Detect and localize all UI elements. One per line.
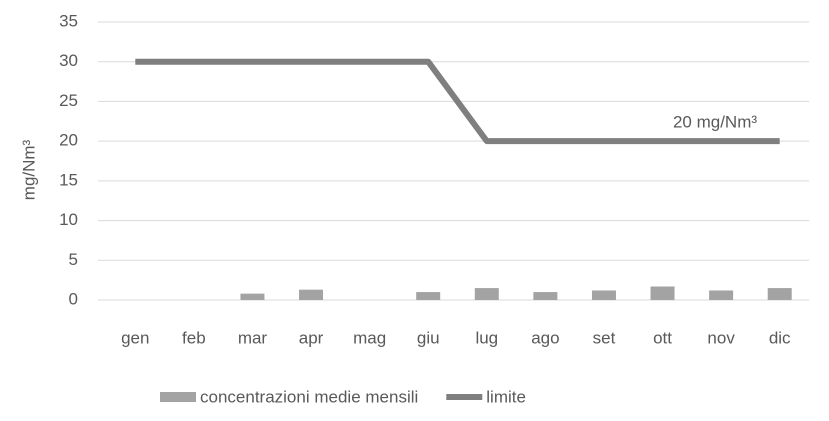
x-tick-label: mag bbox=[353, 328, 386, 347]
x-tick-label: dic bbox=[769, 328, 791, 347]
x-tick-label: mar bbox=[238, 328, 268, 347]
y-tick-label: 30 bbox=[59, 51, 78, 70]
bar bbox=[591, 290, 616, 300]
bar bbox=[767, 288, 792, 300]
y-tick-label: 35 bbox=[59, 11, 78, 30]
x-tick-label: nov bbox=[707, 328, 735, 347]
legend-label: limite bbox=[486, 387, 526, 406]
bar bbox=[299, 289, 324, 300]
x-tick-label: ott bbox=[653, 328, 672, 347]
bar bbox=[474, 288, 499, 300]
x-tick-label: giu bbox=[417, 328, 440, 347]
bar bbox=[709, 290, 734, 300]
y-axis-label: mg/Nm³ bbox=[19, 139, 38, 200]
legend-swatch bbox=[160, 392, 196, 402]
y-tick-label: 15 bbox=[59, 170, 78, 189]
x-tick-label: lug bbox=[475, 328, 498, 347]
annotation: 20 mg/Nm³ bbox=[673, 112, 757, 131]
x-tick-label: gen bbox=[121, 328, 149, 347]
x-tick-label: feb bbox=[182, 328, 206, 347]
y-tick-label: 10 bbox=[59, 210, 78, 229]
bar bbox=[650, 286, 675, 300]
x-tick-label: set bbox=[593, 328, 616, 347]
y-tick-label: 20 bbox=[59, 131, 78, 150]
legend-label: concentrazioni medie mensili bbox=[200, 387, 418, 406]
y-tick-label: 25 bbox=[59, 91, 78, 110]
y-tick-label: 5 bbox=[69, 250, 78, 269]
line bbox=[135, 58, 780, 145]
bar bbox=[533, 292, 558, 300]
bar bbox=[240, 293, 265, 300]
y-tick-label: 0 bbox=[69, 289, 78, 308]
x-tick-label: ago bbox=[531, 328, 559, 347]
bar bbox=[416, 292, 441, 300]
x-tick-label: apr bbox=[299, 328, 324, 347]
